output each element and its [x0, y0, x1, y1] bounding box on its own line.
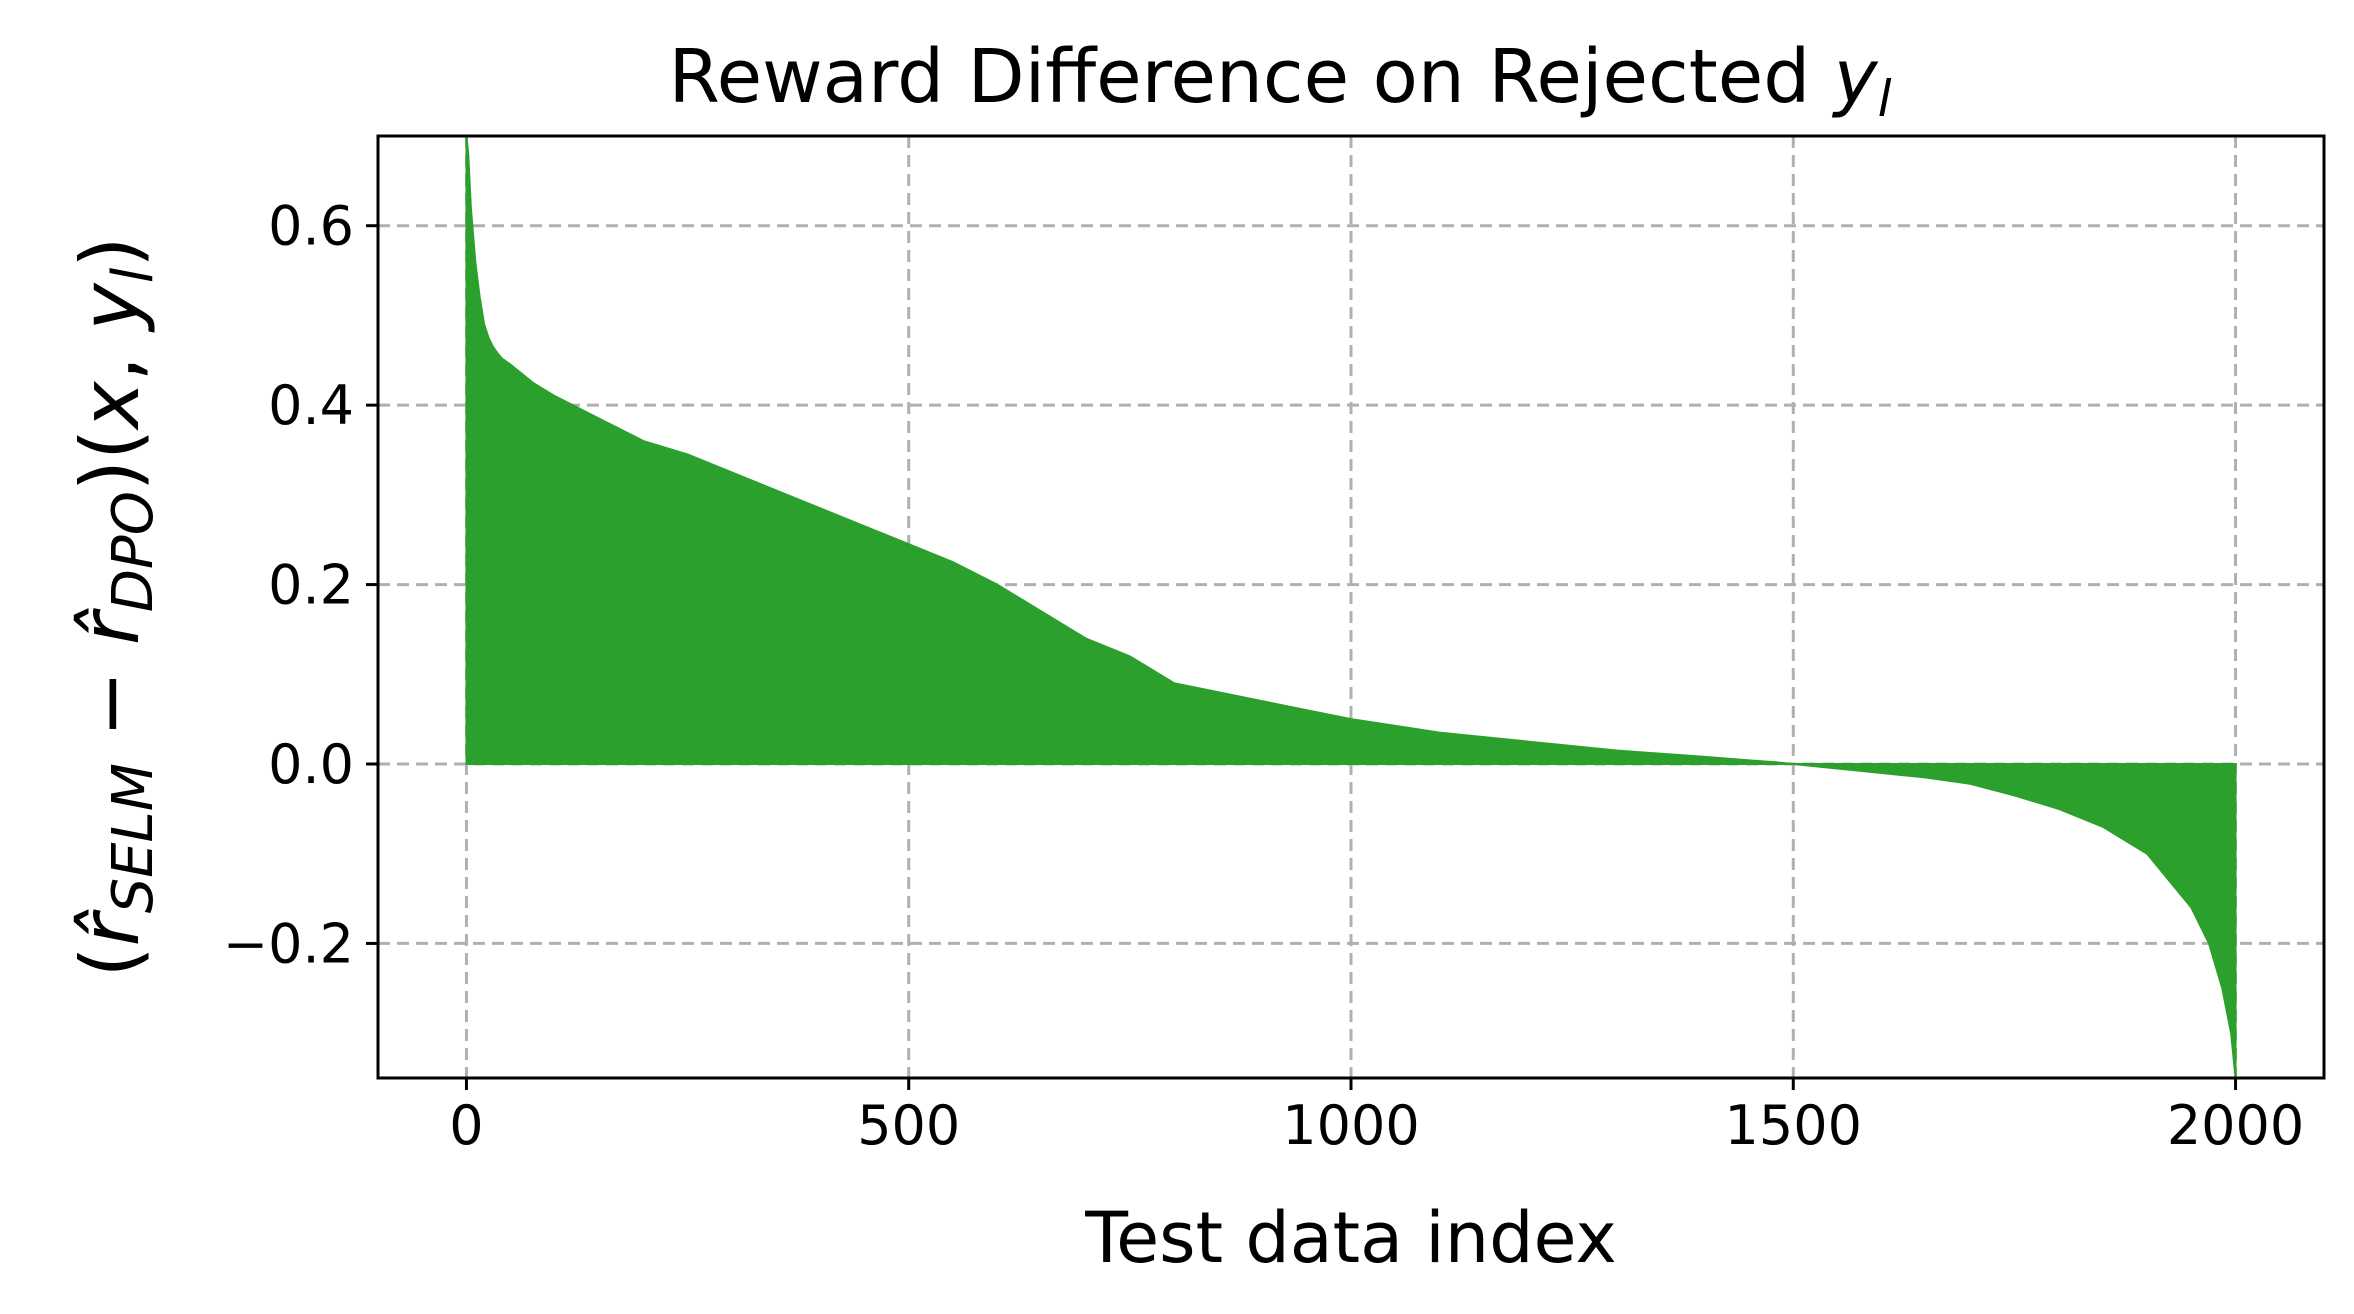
- x-tick-label: 1000: [1282, 1094, 1419, 1157]
- y-axis-label: (r̂SELM − r̂DPO)(x, yl): [64, 236, 166, 977]
- y-tick-label: 0.4: [268, 374, 354, 437]
- y-axis-ticks: −0.2 0.0 0.2 0.4 0.6: [223, 195, 378, 975]
- y-tick-label: −0.2: [223, 912, 354, 975]
- series-area: [465, 135, 2237, 1079]
- y-tick-label: 0.0: [268, 733, 354, 796]
- x-axis-label: Test data index: [1084, 1197, 1617, 1279]
- y-tick-label: 0.6: [268, 195, 354, 258]
- x-tick-label: 500: [857, 1094, 960, 1157]
- x-axis-ticks: 0 500 1000 1500 2000: [449, 1078, 2304, 1157]
- chart-title: Reward Difference on Rejected yl: [669, 34, 1892, 128]
- x-tick-label: 1500: [1725, 1094, 1862, 1157]
- x-tick-label: 2000: [2167, 1094, 2304, 1157]
- y-tick-label: 0.2: [268, 554, 354, 617]
- x-tick-label: 0: [449, 1094, 483, 1157]
